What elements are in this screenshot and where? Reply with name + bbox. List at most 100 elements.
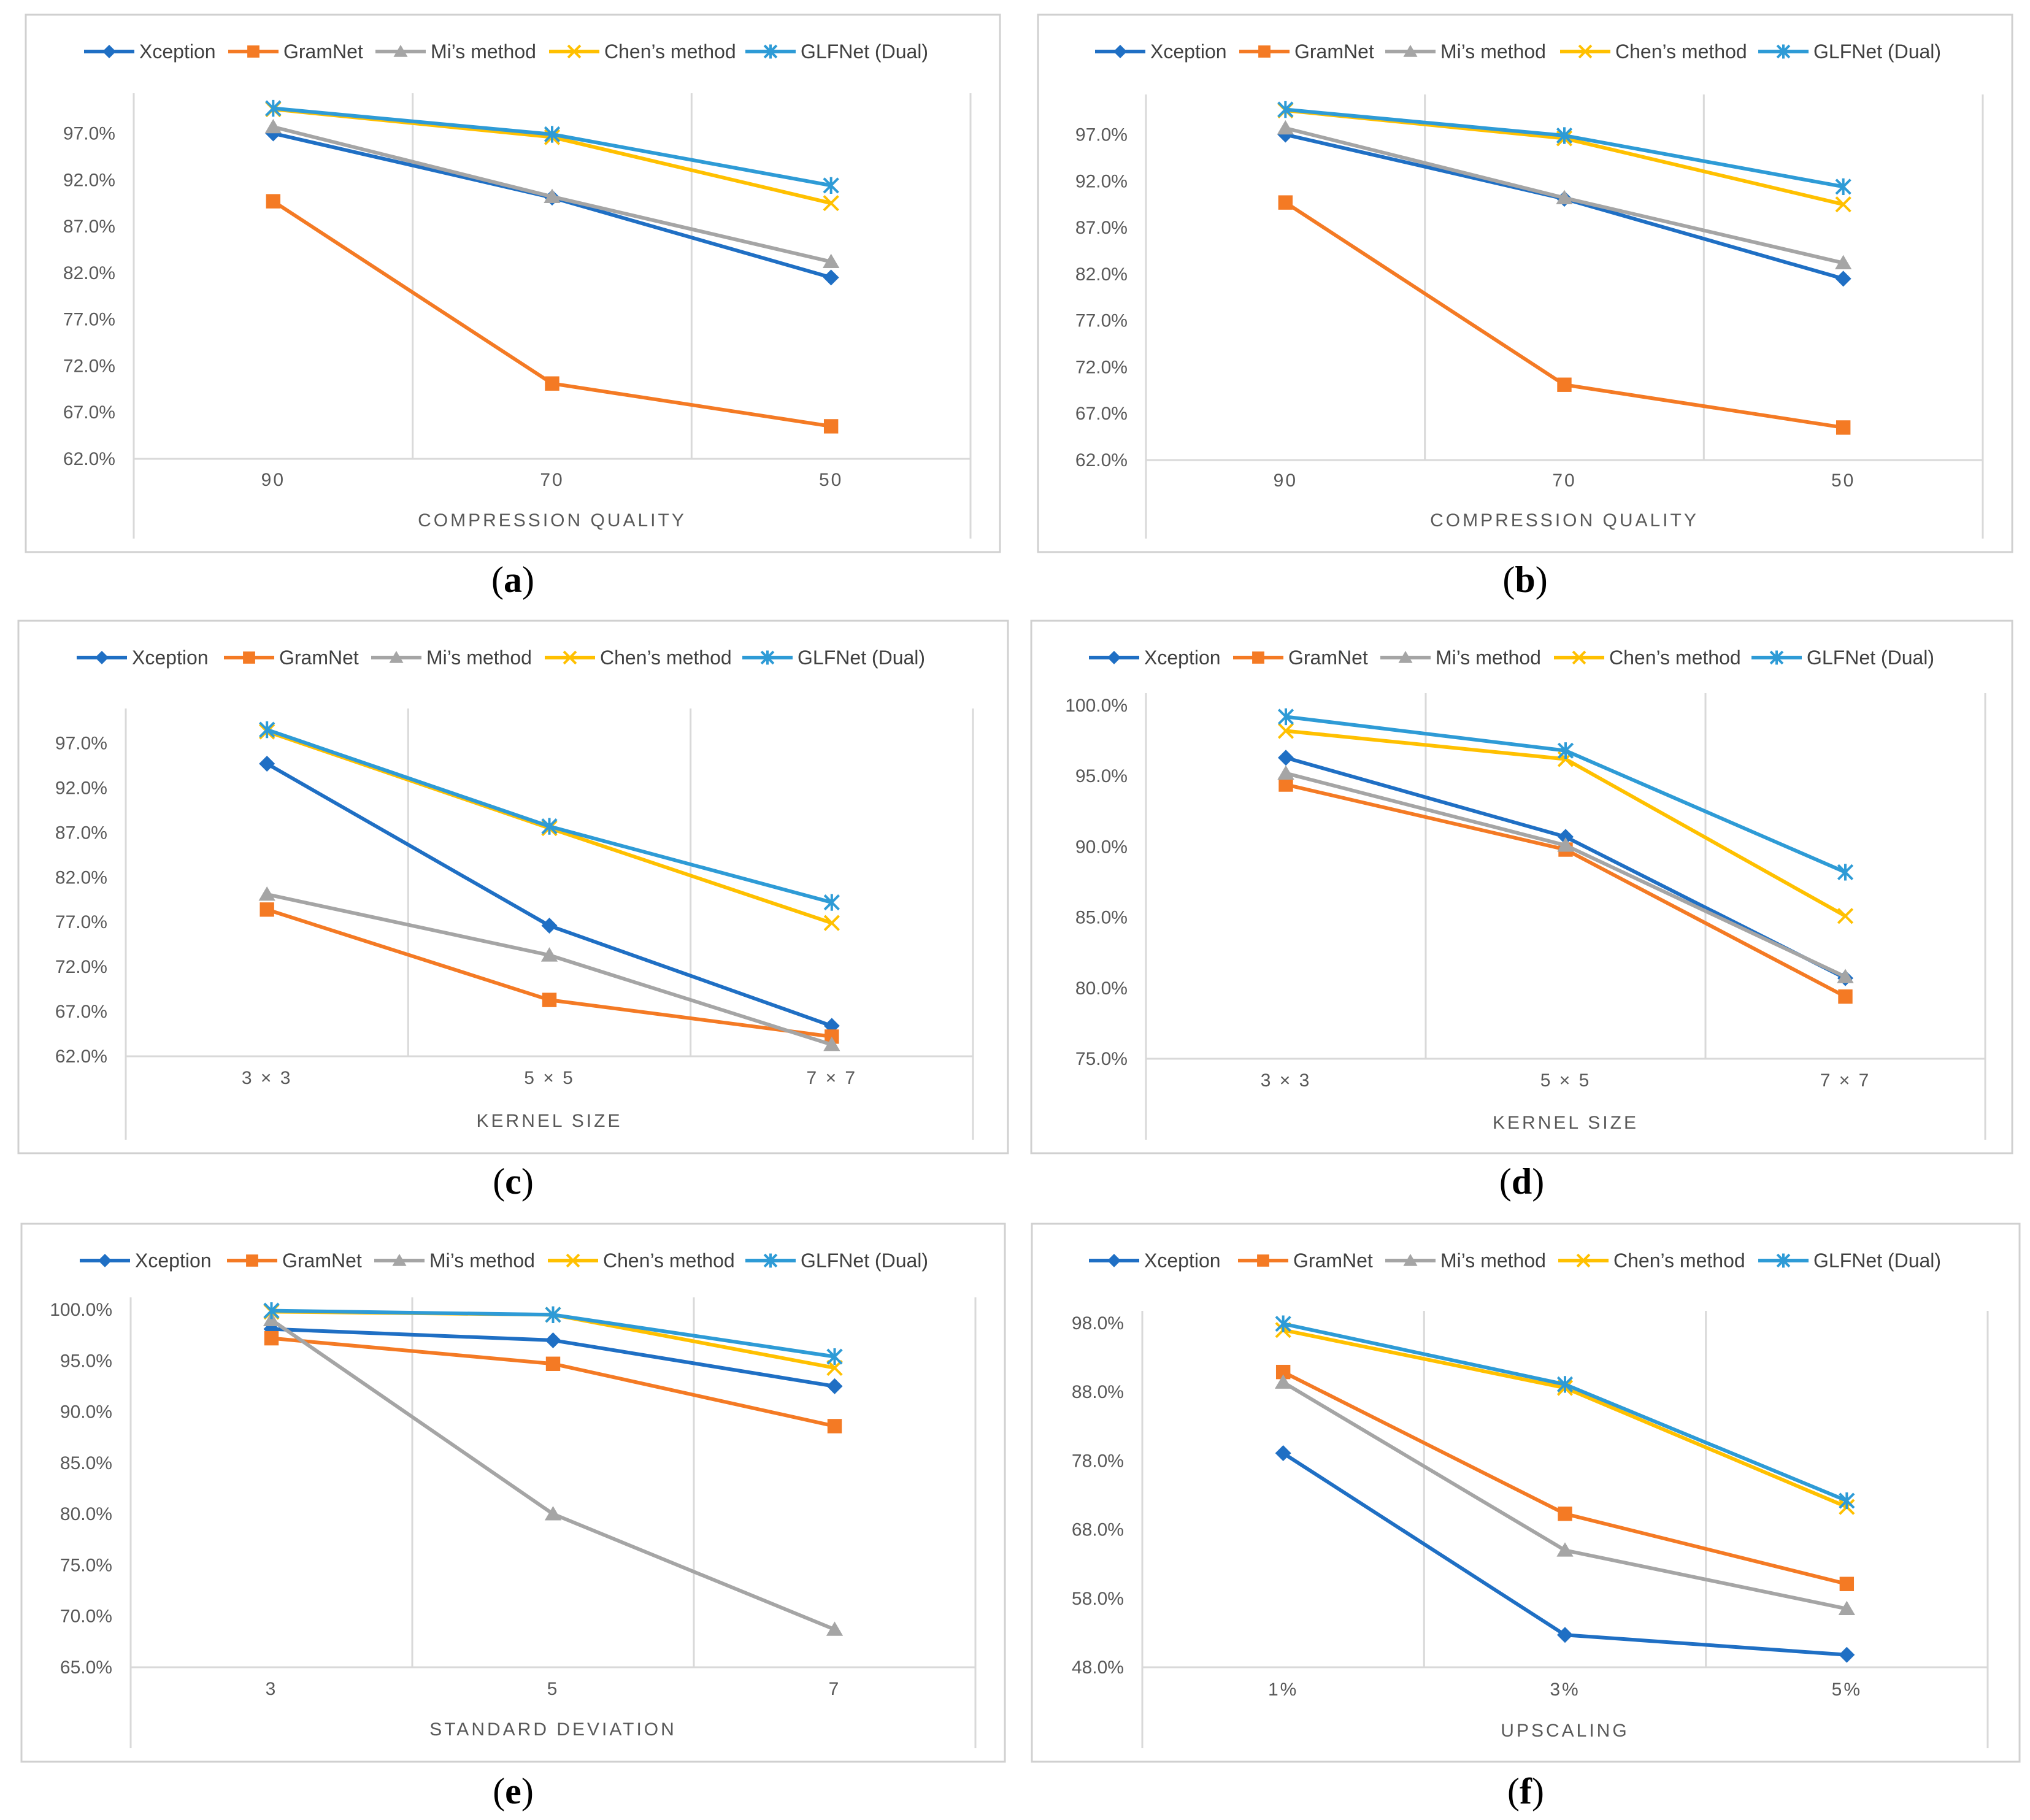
panel-a-x-tick-label: 70	[540, 470, 564, 490]
panel-f-legend-item-xception: Xception	[1089, 1250, 1221, 1272]
legend-label: Chen’s method	[1615, 40, 1747, 63]
legend-marker	[1578, 44, 1593, 59]
legend-marker	[1776, 44, 1791, 59]
data-point-mis-method	[823, 253, 840, 269]
data-point-mis-method	[1275, 1374, 1292, 1389]
panel-a-y-tick-label: 67.0%	[63, 402, 115, 423]
data-point-xception	[541, 918, 558, 934]
panel-a-series-gramnet	[266, 194, 839, 434]
data-point-glfnet-dual	[545, 1306, 561, 1323]
panel-e-frame	[20, 1223, 1006, 1763]
legend-marker	[566, 1253, 580, 1268]
panel-f-y-tick-label: 68.0%	[1072, 1520, 1124, 1540]
legend-label: GLFNet (Dual)	[801, 1250, 928, 1272]
data-point-gramnet	[542, 993, 557, 1007]
panel-c-x-tick-label: 7 × 7	[807, 1068, 858, 1088]
panel-a-frame	[25, 13, 1001, 553]
panel-b-x-tick-label: 90	[1274, 470, 1298, 491]
data-point-mis-method	[1277, 120, 1294, 135]
panel-d-y-tick-label: 100.0%	[1065, 696, 1128, 716]
data-point-glfnet-dual	[823, 894, 840, 911]
legend-marker	[246, 1254, 258, 1267]
panel-f-y-tick-label: 58.0%	[1072, 1589, 1124, 1609]
legend-marker	[1113, 45, 1127, 58]
data-point-mis-method	[544, 188, 561, 203]
legend-label: GLFNet (Dual)	[1813, 40, 1941, 63]
legend-marker	[393, 45, 408, 57]
panel-f-x-tick-label: 1%	[1268, 1680, 1298, 1700]
panel-d-y-tick-label: 80.0%	[1075, 978, 1128, 999]
data-point-glfnet-dual	[265, 99, 282, 117]
panel-d-y-tick-label: 85.0%	[1075, 908, 1128, 928]
data-point-gramnet	[545, 376, 559, 391]
panel-e-legend-item-xception: Xception	[80, 1250, 212, 1272]
panel-b-y-tick-label: 62.0%	[1075, 450, 1128, 470]
data-point-mis-method	[1835, 255, 1852, 270]
panel-f-y-tick-label: 48.0%	[1072, 1657, 1124, 1678]
panel-f-series-glfnet-dual	[1275, 1315, 1855, 1510]
legend-marker	[563, 650, 577, 665]
legend-marker	[1403, 45, 1418, 57]
legend-marker	[1776, 1253, 1791, 1268]
legend-marker	[243, 651, 255, 664]
data-point-gramnet	[825, 1029, 839, 1044]
chart-panel-e: 65.0% 70.0% 75.0% 80.0% 85.0% 90.0% 95.0% 100.0…	[20, 1223, 1006, 1811]
legend-label: GLFNet (Dual)	[1813, 1250, 1941, 1272]
panel-d-legend-item-mis-method: Mi’s method	[1380, 647, 1541, 669]
panel-d-series-glfnet-dual	[1277, 708, 1854, 881]
panel-d-legend-item-chens-method: Chen’s method	[1554, 647, 1741, 669]
legend-marker	[247, 45, 260, 58]
data-point-gramnet	[827, 1419, 842, 1434]
legend-marker	[763, 1253, 778, 1268]
legend-label: Chen’s method	[603, 1250, 735, 1272]
panel-b-x-axis-title: COMPRESSION QUALITY	[1430, 510, 1699, 531]
panel-c-legend-item-gramnet: GramNet	[224, 647, 359, 669]
data-point-mis-method	[1838, 1600, 1855, 1616]
legend-marker	[1576, 1253, 1591, 1268]
data-point-gramnet	[264, 1330, 279, 1346]
panel-b-y-tick-label: 77.0%	[1075, 311, 1128, 331]
panel-d-x-tick-label: 7 × 7	[1820, 1070, 1871, 1091]
data-point-mis-method	[544, 1506, 562, 1521]
data-point-glfnet-dual	[823, 177, 839, 194]
panel-f-series-mis-method	[1275, 1374, 1855, 1616]
data-point-gramnet	[545, 1356, 561, 1371]
data-point-glfnet-dual	[259, 721, 275, 739]
panel-c-frame	[17, 620, 1009, 1154]
panel-a-x-tick-label: 90	[261, 470, 285, 490]
panel-e-y-tick-label: 65.0%	[60, 1657, 112, 1678]
panel-f-y-tick-label: 98.0%	[1072, 1313, 1124, 1334]
data-point-gramnet	[1557, 377, 1572, 392]
panel-c-legend-item-glfnet-dual: GLFNet (Dual)	[742, 647, 925, 669]
data-point-xception	[1839, 1646, 1855, 1663]
panel-e-y-tick-label: 70.0%	[60, 1607, 112, 1627]
panel-a-y-tick-label: 82.0%	[63, 263, 115, 283]
data-point-mis-method	[264, 118, 282, 134]
legend-label: GLFNet (Dual)	[1807, 647, 1934, 669]
data-point-glfnet-dual	[1557, 742, 1574, 759]
panel-a-x-axis-title: COMPRESSION QUALITY	[418, 510, 686, 531]
data-point-glfnet-dual	[826, 1348, 843, 1365]
panel-d-x-tick-label: 3 × 3	[1261, 1070, 1312, 1091]
panel-c-y-tick-label: 87.0%	[55, 823, 107, 843]
legend-label: Xception	[1144, 1250, 1221, 1272]
data-point-chens-method	[823, 915, 840, 931]
legend-marker	[1107, 651, 1121, 664]
panel-b-legend-item-glfnet-dual: GLFNet (Dual)	[1758, 40, 1941, 63]
panel-e-y-tick-label: 80.0%	[60, 1504, 112, 1524]
data-point-xception	[1275, 1445, 1291, 1462]
panel-b-x-tick-label: 70	[1552, 470, 1576, 491]
panel-c-label: (c)	[493, 1161, 534, 1202]
data-point-xception	[545, 1332, 561, 1348]
chart-panel-f: 48.0% 58.0% 68.0% 78.0% 88.0% 98.0% 1% 3% 5% UPSC…	[1031, 1223, 2021, 1811]
panel-c-series-glfnet-dual	[259, 721, 840, 911]
panel-b-legend-item-xception: Xception	[1095, 40, 1227, 63]
data-point-glfnet-dual	[544, 126, 561, 143]
panel-b-legend-item-gramnet: GramNet	[1239, 40, 1374, 63]
panel-f-legend-item-glfnet-dual: GLFNet (Dual)	[1758, 1250, 1941, 1272]
data-point-gramnet	[823, 419, 839, 434]
panel-b-legend-item-mis-method: Mi’s method	[1385, 40, 1546, 63]
panel-c-series-gramnet	[260, 902, 839, 1044]
panel-e-legend-item-chens-method: Chen’s method	[548, 1250, 735, 1272]
panel-c-y-tick-label: 77.0%	[55, 912, 107, 932]
